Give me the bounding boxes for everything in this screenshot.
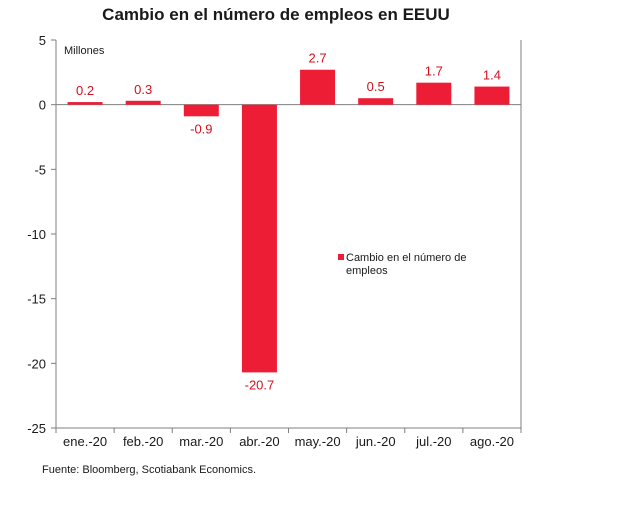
unit-label: Millones	[64, 45, 105, 57]
data-label: 1.4	[483, 68, 501, 83]
bar	[300, 69, 336, 105]
data-label: 0.2	[76, 83, 94, 98]
data-label: 2.7	[309, 51, 327, 66]
x-tick-label: jul.-20	[415, 434, 451, 449]
chart: Cambio en el número de empleos en EEUU M…	[27, 5, 522, 449]
x-tick-label: ene.-20	[63, 434, 107, 449]
data-label: -0.9	[190, 121, 212, 136]
bar	[241, 104, 277, 373]
y-tick-label: -15	[27, 292, 46, 307]
data-label: 0.3	[134, 82, 152, 97]
y-tick-label: -10	[27, 227, 46, 242]
y-tick-label: -25	[27, 421, 46, 436]
chart-title: Cambio en el número de empleos en EEUU	[102, 5, 450, 24]
data-label: -20.7	[245, 377, 275, 392]
x-tick-label: mar.-20	[179, 434, 223, 449]
data-label: 0.5	[367, 79, 385, 94]
data-labels: 0.2 0.3 -0.9 -20.7 2.7 0.5 1.7 1.4	[76, 51, 501, 393]
legend-label-line-2: empleos	[346, 265, 388, 277]
bar	[183, 104, 219, 117]
source-note: Fuente: Bloomberg, Scotiabank Economics.	[42, 464, 257, 476]
bar	[125, 100, 161, 105]
bars	[67, 69, 510, 373]
bar	[474, 86, 510, 105]
legend-label-line-1: Cambio en el número de	[346, 252, 466, 264]
x-tick-label: jun.-20	[355, 434, 396, 449]
data-label: 1.7	[425, 64, 443, 79]
legend-swatch	[338, 254, 344, 260]
x-tick-label: feb.-20	[123, 434, 163, 449]
bar	[358, 98, 394, 105]
bar	[416, 82, 452, 105]
x-tick-label: may.-20	[295, 434, 341, 449]
bar	[67, 102, 103, 105]
x-tick-label: abr.-20	[239, 434, 279, 449]
axes: 5 0 -5 -10 -15 -20 -25 ene.-20 feb.-20 mar.-20 abr…	[27, 33, 522, 449]
legend: Cambio en el número de empleos	[338, 252, 466, 277]
y-tick-label: -20	[27, 356, 46, 371]
y-tick-label: -5	[34, 162, 46, 177]
y-tick-label: 0	[39, 98, 46, 113]
x-tick-label: ago.-20	[470, 434, 514, 449]
y-tick-label: 5	[39, 33, 46, 48]
